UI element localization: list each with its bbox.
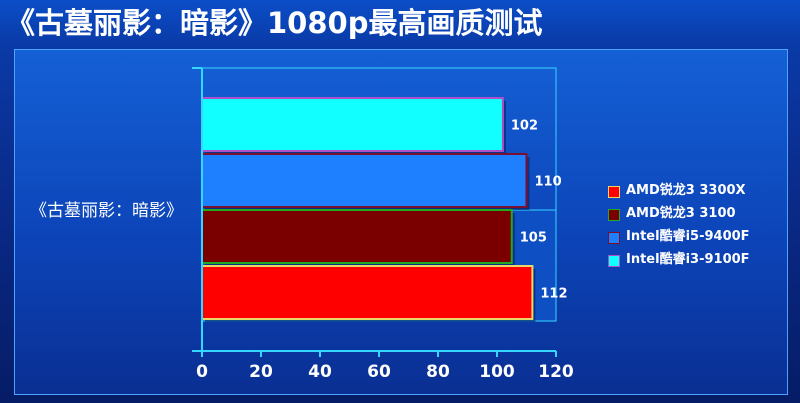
bar-AMD锐龙3-3300X xyxy=(201,265,534,320)
legend-swatch xyxy=(608,186,620,198)
legend-label: AMD锐龙3 3100 xyxy=(626,206,736,221)
legend-item: Intel酷睿i5-9400F xyxy=(608,227,778,247)
legend-item: AMD锐龙3 3300X xyxy=(608,181,778,201)
legend-item: AMD锐龙3 3100 xyxy=(608,204,778,224)
chart-title: 《古墓丽影：暗影》1080p最高画质测试 xyxy=(6,6,543,40)
x-tick-label: 120 xyxy=(538,362,574,382)
data-label: 105 xyxy=(520,231,547,246)
legend-swatch xyxy=(608,209,620,221)
bar-Intel酷睿i5-9400F xyxy=(201,153,528,208)
bar-Intel酷睿i3-9100F xyxy=(201,97,504,152)
data-label: 112 xyxy=(540,287,567,302)
legend-label: Intel酷睿i5-9400F xyxy=(626,229,750,244)
x-tick-label: 0 xyxy=(196,362,208,382)
x-tick-label: 20 xyxy=(249,362,273,382)
data-label: 102 xyxy=(511,119,538,134)
title-bar: 《古墓丽影：暗影》1080p最高画质测试 xyxy=(0,0,800,46)
legend-label: AMD锐龙3 3300X xyxy=(626,183,746,198)
x-tick-label: 80 xyxy=(426,362,450,382)
legend-swatch xyxy=(608,232,620,244)
x-tick-label: 60 xyxy=(367,362,391,382)
legend-label: Intel酷睿i3-9100F xyxy=(626,252,750,267)
legend-swatch xyxy=(608,255,620,267)
x-tick-label: 40 xyxy=(308,362,332,382)
legend: AMD锐龙3 3300X AMD锐龙3 3100 Intel酷睿i5-9400F In… xyxy=(608,181,778,273)
bar-AMD锐龙3-3100 xyxy=(201,209,513,264)
legend-item: Intel酷睿i3-9100F xyxy=(608,250,778,270)
data-label: 110 xyxy=(535,175,562,190)
x-tick-label: 100 xyxy=(479,362,515,382)
category-label: 《古墓丽影：暗影》 xyxy=(30,201,183,221)
